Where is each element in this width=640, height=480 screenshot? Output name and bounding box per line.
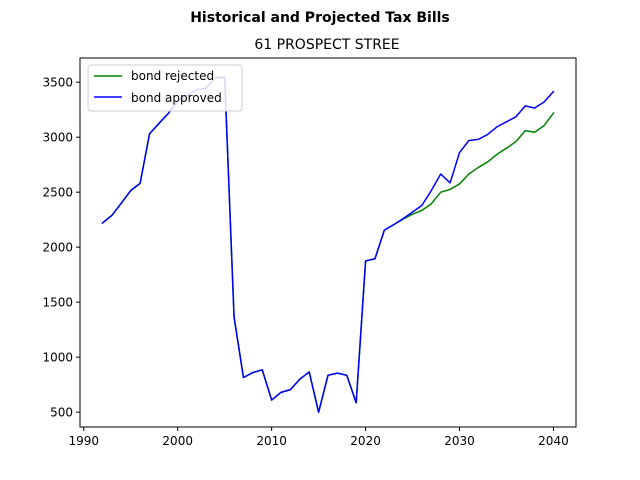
y-tick-label: 1000: [42, 351, 73, 365]
x-tick-label: 2020: [350, 434, 381, 448]
legend-box: [87, 64, 243, 112]
y-tick-label: 2000: [42, 241, 73, 255]
chart-title: 61 PROSPECT STREE: [254, 37, 399, 53]
x-tick-label: 1990: [68, 434, 99, 448]
y-tick-label: 3500: [42, 76, 73, 90]
plot-area-frame: [79, 57, 577, 428]
legend: bond rejected bond approved: [87, 64, 243, 112]
axis-layer: 1990 2000 2010 2020 2030 2040 500 1000 1500 2000 2…: [42, 76, 568, 448]
y-tick-label: 3000: [42, 131, 73, 145]
chart-suptitle: Historical and Projected Tax Bills: [190, 10, 450, 26]
x-tick-label: 2030: [444, 434, 475, 448]
y-tick-label: 1500: [42, 296, 73, 310]
x-tick-label: 2010: [256, 434, 287, 448]
y-tick-label: 2500: [42, 186, 73, 200]
x-tick-label: 2000: [162, 434, 193, 448]
y-tick-label: 500: [50, 406, 73, 420]
legend-label-bond-approved: bond approved: [131, 91, 222, 105]
x-tick-label: 2040: [538, 434, 569, 448]
legend-label-bond-rejected: bond rejected: [131, 69, 214, 83]
